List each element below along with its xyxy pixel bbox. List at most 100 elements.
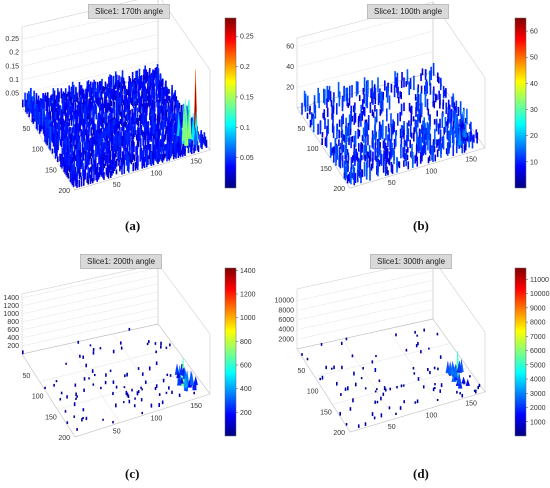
surface-spike <box>128 327 131 331</box>
surface-spike <box>103 117 105 123</box>
surface-spike <box>45 130 47 144</box>
surface-spike <box>169 138 172 151</box>
surface-spike <box>395 412 397 416</box>
surface-spike <box>64 166 66 174</box>
surface-spike <box>136 107 139 122</box>
surface-spike <box>114 132 117 145</box>
surface-spike <box>341 129 344 144</box>
surface-spike <box>402 125 404 138</box>
surface-spike <box>319 377 322 381</box>
surface-spike <box>403 77 405 88</box>
surface-spike <box>127 109 130 121</box>
colorbar-tick-label: 60 <box>530 29 538 36</box>
x-tick-label: 100 <box>151 416 163 423</box>
y-tick-label: 200 <box>333 430 345 437</box>
surface-spike <box>451 96 453 107</box>
surface-spike <box>380 153 383 166</box>
surface-spike <box>63 130 65 143</box>
surface-spike <box>114 82 117 89</box>
surface-spike <box>126 89 129 96</box>
surface-spike <box>121 151 124 160</box>
colorbar <box>514 17 527 189</box>
surface-spike <box>152 100 154 105</box>
surface-spike <box>189 138 192 153</box>
surface-spike <box>410 151 412 158</box>
surface-spike <box>413 132 415 142</box>
surface-spike <box>58 126 61 141</box>
surface-spike <box>145 117 147 131</box>
surface-spike <box>94 169 97 175</box>
surface-spike <box>109 170 112 178</box>
surface-spike <box>181 119 183 128</box>
surface-spike <box>131 151 134 163</box>
surface-spike <box>70 148 72 163</box>
surface-spike <box>471 135 474 149</box>
panel-d: 2000 4000 6000 8000 10000 50 100 150 200 50 100 150… <box>275 244 550 488</box>
surface-spike <box>364 122 366 137</box>
surface-spike <box>459 119 461 127</box>
surface-spike <box>130 126 133 137</box>
peak-mark <box>454 123 460 138</box>
surface-spike <box>115 113 118 122</box>
surface-spike <box>171 390 173 395</box>
peak-cluster <box>176 69 199 146</box>
surface-spike <box>67 107 70 121</box>
surface-spike <box>111 123 114 136</box>
surface-spike <box>122 110 124 124</box>
surface-spike <box>63 144 66 157</box>
surface-spike <box>75 138 77 150</box>
surface-spike <box>388 95 391 110</box>
surface-spike <box>72 92 75 105</box>
surface-spike <box>365 130 367 143</box>
surface-spike <box>109 104 111 113</box>
surface-spike <box>387 134 389 148</box>
surface-spike <box>393 138 396 149</box>
surface-spike <box>67 157 70 171</box>
surface-spike <box>169 144 172 159</box>
back-wall-left <box>21 263 159 355</box>
surface-spike <box>82 355 84 359</box>
surface-spike <box>453 110 456 123</box>
surface-spike <box>44 130 46 143</box>
surface-spike <box>346 93 348 107</box>
surface-spike <box>387 170 389 176</box>
surface-spike <box>429 133 432 147</box>
surface-spike <box>29 87 32 106</box>
surface-spike <box>141 113 143 125</box>
surface-spike <box>421 131 424 143</box>
surface-spike <box>132 92 134 103</box>
surface-spike <box>140 76 143 89</box>
surface-spike <box>56 140 58 149</box>
surface-spike <box>32 101 35 118</box>
surface-spike <box>457 106 460 117</box>
surface-spike <box>167 101 170 109</box>
surface-spike <box>430 145 432 156</box>
surface-spike <box>478 383 481 388</box>
surface-spike <box>162 130 165 144</box>
surface-spike <box>140 147 143 160</box>
surface-spike <box>174 117 177 127</box>
surface-spike <box>424 141 427 155</box>
surface-spike <box>171 103 174 111</box>
surface-spike <box>81 153 83 167</box>
surface-spike <box>69 108 72 121</box>
surface-spike <box>417 94 420 106</box>
surface-spike <box>76 130 79 144</box>
surface-spike <box>83 129 86 142</box>
surface-spike <box>457 131 460 144</box>
surface-spike <box>95 171 97 181</box>
surface-spike <box>420 102 423 118</box>
surface-spike <box>146 71 149 78</box>
surface-spike <box>154 342 157 345</box>
surface-spike <box>357 118 360 128</box>
back-wall-right <box>432 1 486 148</box>
x-tick-label: 50 <box>113 428 121 435</box>
surface-spike <box>347 152 350 165</box>
surface-spike <box>349 128 352 136</box>
y-tick-label: 50 <box>297 126 305 133</box>
surface-spike <box>47 112 49 126</box>
surface-spike <box>166 148 168 162</box>
surface-spike <box>140 398 143 402</box>
surface-spike <box>62 118 65 130</box>
surface-spike <box>387 158 390 164</box>
